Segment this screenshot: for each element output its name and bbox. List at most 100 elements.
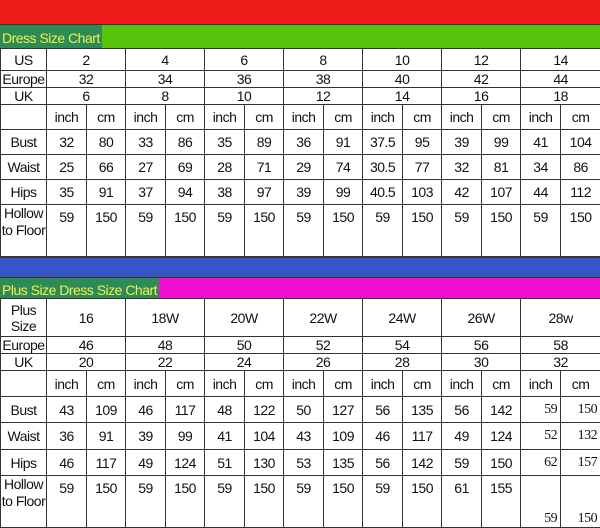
empty-cell: [1, 371, 47, 397]
measurement-value: 59: [205, 476, 245, 528]
measurement-value: 150: [561, 397, 600, 423]
measurement-value: 127: [324, 397, 363, 423]
size-value: 36: [205, 71, 284, 88]
measurement-value: 66: [87, 155, 126, 180]
measurement-value: 48: [205, 397, 245, 423]
measurement-value: 157: [561, 450, 600, 476]
measurement-value: 69: [166, 155, 205, 180]
measurement-value: 150: [324, 476, 363, 528]
row-label: Hollow to Floor: [1, 476, 47, 528]
measurement-value: 27: [126, 155, 166, 180]
measurement-value: 112: [561, 180, 600, 205]
measurement-value: 62: [521, 450, 561, 476]
measurement-value: 132: [561, 423, 600, 450]
unit-label: inch: [442, 105, 482, 130]
measurement-value: 39: [442, 130, 482, 155]
unit-label: cm: [245, 371, 284, 397]
measurement-value: 39: [284, 180, 324, 205]
size-value: 28w: [521, 299, 600, 337]
measurement-value: 150: [324, 205, 363, 257]
unit-label: inch: [126, 105, 166, 130]
measurement-value: 150: [245, 476, 284, 528]
measurement-value: 150: [245, 205, 284, 257]
size-value: 54: [363, 337, 442, 354]
green-banner: Dress Size Chart: [0, 24, 600, 48]
measurement-value: 43: [284, 423, 324, 450]
size-value: 18W: [126, 299, 205, 337]
size-value: 4: [126, 49, 205, 71]
size-value: 50: [205, 337, 284, 354]
measurement-value: 150: [166, 476, 205, 528]
row-label: Plus Size: [1, 299, 47, 337]
measurement-value: 37.5: [363, 130, 403, 155]
measurement-value: 59: [521, 205, 561, 257]
measurement-value: 130: [245, 450, 284, 476]
measurement-value: 117: [166, 397, 205, 423]
unit-label: inch: [363, 371, 403, 397]
measurement-value: 124: [482, 423, 521, 450]
row-label: Hips: [1, 450, 47, 476]
size-value: 12: [284, 88, 363, 105]
unit-label: cm: [166, 371, 205, 397]
measurement-value: 107: [482, 180, 521, 205]
measurement-value: 117: [87, 450, 126, 476]
blue-banner: [0, 257, 600, 278]
measurement-value: 99: [324, 180, 363, 205]
size-value: 10: [363, 49, 442, 71]
measurement-value: 59: [126, 205, 166, 257]
measurement-value: 150: [403, 476, 442, 528]
measurement-value: 150: [166, 205, 205, 257]
measurement-value: 150: [87, 205, 126, 257]
unit-label: inch: [47, 371, 87, 397]
unit-label: cm: [87, 371, 126, 397]
measurement-value: 89: [245, 130, 284, 155]
unit-label: cm: [166, 105, 205, 130]
size-value: 14: [521, 49, 600, 71]
size-value: 2: [47, 49, 126, 71]
measurement-value: 61: [442, 476, 482, 528]
empty-cell: [1, 105, 47, 130]
measurement-value: 91: [324, 130, 363, 155]
measurement-value: 36: [284, 130, 324, 155]
measurement-value: 135: [324, 450, 363, 476]
measurement-value: 150: [482, 205, 521, 257]
measurement-value: 53: [284, 450, 324, 476]
measurement-value: 142: [482, 397, 521, 423]
unit-label: cm: [245, 105, 284, 130]
unit-label: cm: [324, 371, 363, 397]
measurement-value: 33: [126, 130, 166, 155]
size-value: 26: [284, 354, 363, 371]
measurement-value: 122: [245, 397, 284, 423]
row-label: Hips: [1, 180, 47, 205]
measurement-value: 37: [126, 180, 166, 205]
size-value: 48: [126, 337, 205, 354]
measurement-value: 59: [521, 476, 561, 528]
measurement-value: 34: [521, 155, 561, 180]
size-value: 30: [442, 354, 521, 371]
measurement-value: 77: [403, 155, 442, 180]
measurement-value: 91: [87, 180, 126, 205]
size-value: 40: [363, 71, 442, 88]
size-value: 58: [521, 337, 600, 354]
row-label: Europe: [1, 71, 47, 88]
unit-label: cm: [482, 371, 521, 397]
unit-label: inch: [521, 371, 561, 397]
measurement-value: 59: [47, 205, 87, 257]
measurement-value: 51: [205, 450, 245, 476]
unit-label: cm: [403, 371, 442, 397]
measurement-value: 36: [47, 423, 87, 450]
measurement-value: 59: [363, 205, 403, 257]
measurement-value: 59: [47, 476, 87, 528]
measurement-value: 97: [245, 180, 284, 205]
size-value: 26W: [442, 299, 521, 337]
